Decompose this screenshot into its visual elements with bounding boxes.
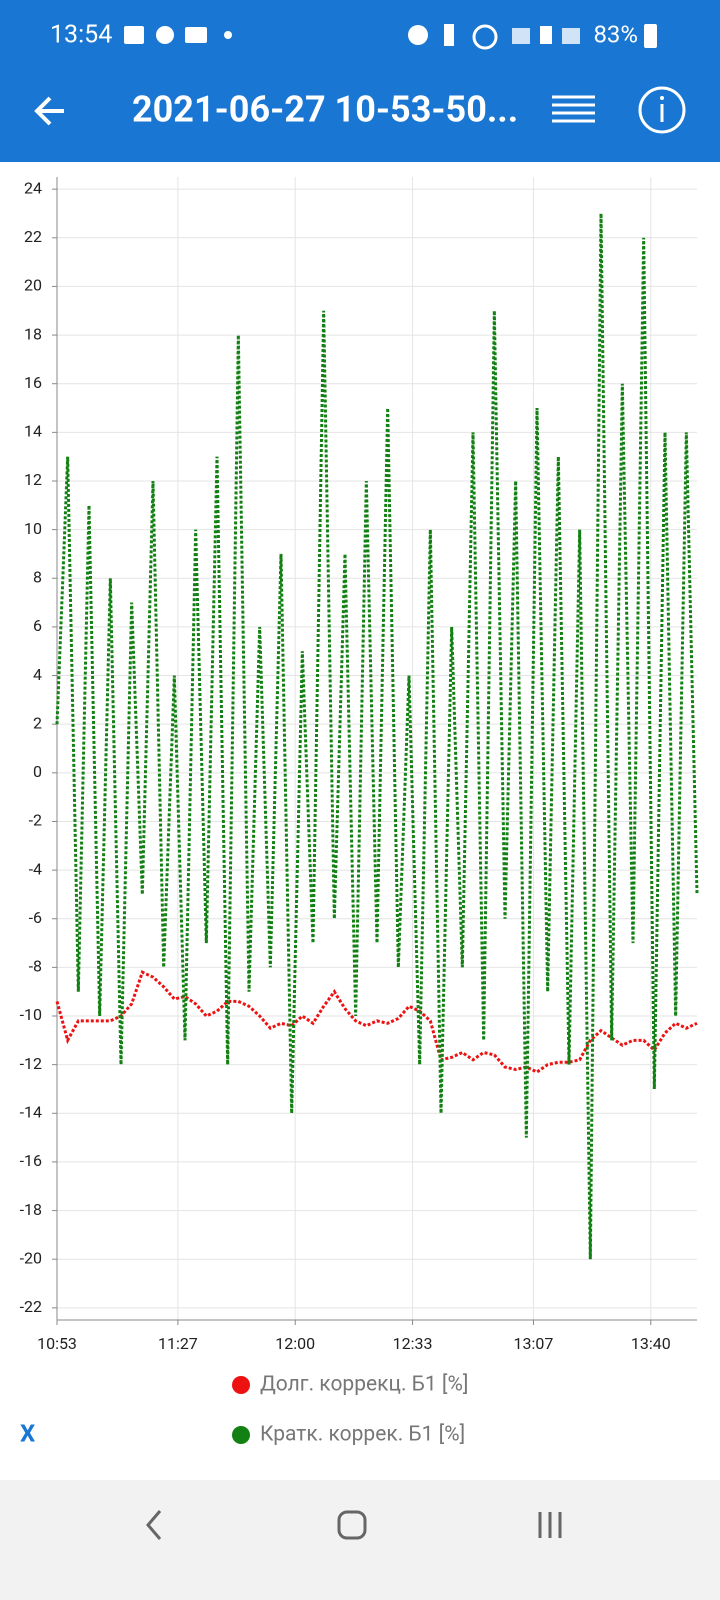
back-button[interactable] [34,96,64,126]
series-line [55,970,698,1074]
y-tick-label: -10 [20,1005,42,1024]
x-tick-label: 12:33 [393,1334,433,1353]
x-tick-label: 13:07 [514,1334,554,1353]
y-tick-label: -14 [20,1103,42,1122]
y-tick-label: -8 [29,957,42,976]
y-tick-label: 18 [24,324,42,343]
y-tick-label: 24 [24,178,42,197]
y-tick-label: -4 [29,859,42,878]
nav-back[interactable] [146,1510,162,1540]
legend-marker [232,1426,250,1444]
series-line [55,213,699,1260]
y-tick-label: 0 [33,762,42,781]
y-tick-label: -22 [20,1297,42,1316]
y-tick-label: 8 [33,567,42,586]
y-tick-label: 6 [33,616,42,635]
y-tick-label: -12 [20,1054,42,1073]
nav-recents[interactable] [538,1512,562,1538]
status-battery: 83% [593,20,638,48]
y-tick-label: -18 [20,1200,42,1219]
y-tick-label: -6 [29,908,42,927]
y-tick-label: -2 [29,811,42,830]
close-button[interactable]: X [20,1419,35,1447]
status-time: 13:54 [50,21,112,50]
y-tick-label: 4 [33,665,42,684]
y-tick-label: 2 [33,713,42,732]
legend-marker [232,1376,250,1394]
y-tick-label: 14 [24,422,42,441]
x-tick-label: 12:00 [275,1334,315,1353]
status-icons [124,24,657,50]
info-button[interactable] [638,86,686,134]
y-tick-label: 22 [24,227,42,246]
legend-label: Кратк. коррек. Б1 [%] [260,1423,465,1447]
list-button[interactable] [552,95,595,123]
y-tick-label: -20 [20,1248,42,1267]
legend-label: Долг. коррекц. Б1 [%] [260,1373,468,1397]
y-tick-label: 16 [24,373,42,392]
y-tick-label: 12 [24,470,42,489]
y-tick-label: 10 [24,519,42,538]
app-title: 2021-06-27 10-53-50... [132,89,518,131]
chart: -22-20-18-16-14-12-10-8-6-4-202468101214… [20,177,699,1447]
y-tick-label: -16 [20,1151,42,1170]
nav-home[interactable] [337,1510,367,1540]
app-bar [0,0,720,162]
x-tick-label: 13:40 [631,1334,671,1353]
x-tick-label: 11:27 [158,1334,198,1353]
x-tick-label: 10:53 [37,1334,77,1353]
nav-bar [0,1480,720,1600]
y-tick-label: 20 [24,276,42,295]
